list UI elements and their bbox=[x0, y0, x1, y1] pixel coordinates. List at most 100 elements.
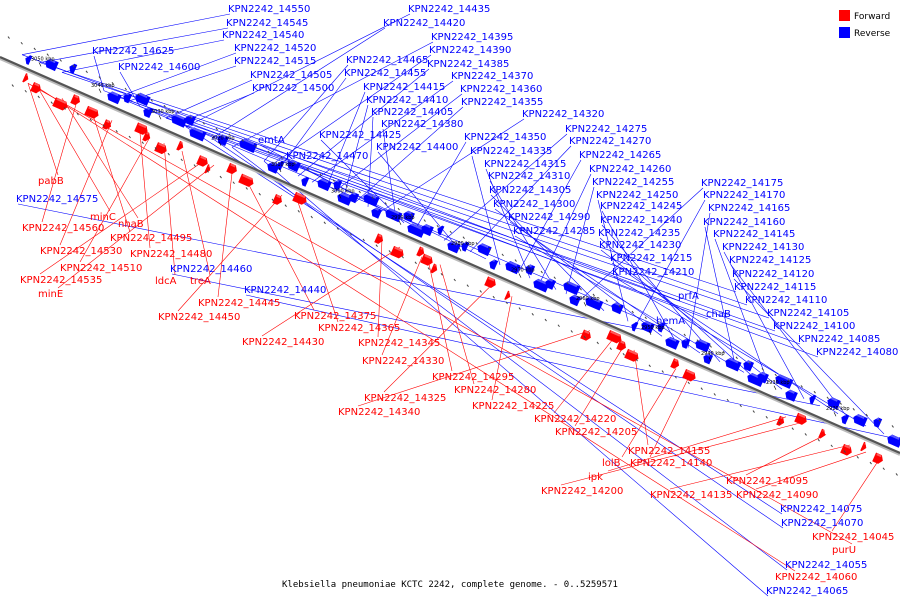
gene-leader bbox=[325, 91, 366, 189]
minor-tick bbox=[882, 467, 885, 471]
gene-label-kpn2242-14415: KPN2242_14415 bbox=[363, 82, 445, 93]
gene-label-kpn2242-14495: KPN2242_14495 bbox=[110, 233, 192, 244]
gene-arrow-highlight bbox=[844, 444, 851, 449]
gene-label-kpn2242-14270: KPN2242_14270 bbox=[569, 136, 651, 147]
scale-tick-mark bbox=[708, 357, 712, 362]
gene-arrow bbox=[665, 336, 680, 350]
gene-arrow-highlight bbox=[109, 90, 119, 97]
minor-tick bbox=[271, 198, 274, 202]
gene-arrow-highlight bbox=[191, 126, 204, 134]
minor-tick bbox=[436, 224, 439, 228]
minor-tick bbox=[830, 444, 833, 448]
minor-tick bbox=[635, 358, 638, 362]
gene-label-kpn2242-14060: KPN2242_14060 bbox=[775, 572, 857, 583]
minor-tick bbox=[180, 158, 183, 162]
gene-arrow-highlight bbox=[620, 340, 625, 345]
gene-leader bbox=[635, 199, 706, 325]
gene-feature-kpn2242-14160 bbox=[743, 359, 755, 372]
gene-leader bbox=[39, 27, 229, 63]
gene-arrow bbox=[185, 114, 197, 127]
gene-label-ldca: ldcA bbox=[155, 276, 177, 287]
scale-tick-label: 2930 kbp bbox=[766, 380, 790, 386]
minor-tick bbox=[531, 313, 534, 316]
gene-feature-kpn2242-14320 bbox=[385, 207, 403, 223]
minor-tick bbox=[544, 318, 547, 322]
gene-leader bbox=[443, 133, 568, 241]
gene-leader bbox=[597, 199, 629, 322]
gene-feature-kpn2242-14170 bbox=[641, 320, 655, 334]
gene-arrow-highlight bbox=[463, 241, 467, 244]
gene-arrow bbox=[416, 246, 425, 257]
gene-feature-kpn2242-14045 bbox=[872, 452, 883, 464]
gene-feature-kpn2242-14340 bbox=[580, 329, 591, 341]
minor-tick bbox=[843, 450, 846, 453]
gene-leader bbox=[355, 106, 464, 202]
gene-label-kpn2242-14440: KPN2242_14440 bbox=[244, 285, 326, 296]
gene-feature-kpn2242-14375 bbox=[238, 173, 254, 187]
gene-label-kpn2242-14065: KPN2242_14065 bbox=[766, 586, 848, 597]
minor-tick bbox=[362, 238, 365, 242]
legend-forward-label: Forward bbox=[854, 12, 890, 22]
gene-arrow bbox=[887, 434, 900, 448]
gene-arrow-highlight bbox=[683, 337, 688, 341]
gene-arrow bbox=[872, 452, 883, 464]
minor-tick bbox=[228, 133, 231, 137]
gene-feature-kpn2242-14135 bbox=[840, 443, 852, 456]
minor-tick bbox=[609, 347, 612, 350]
gene-arrow bbox=[606, 330, 622, 344]
minor-tick bbox=[713, 393, 716, 396]
minor-tick bbox=[349, 232, 352, 236]
gene-feature-kpn2242-14510 bbox=[142, 131, 151, 142]
gene-leader bbox=[27, 83, 59, 176]
gene-label-kpn2242-14140: KPN2242_14140 bbox=[630, 458, 712, 469]
scale-tick-label: 3020 kbp bbox=[211, 136, 235, 142]
minor-tick bbox=[202, 122, 205, 125]
minor-tick bbox=[167, 152, 170, 156]
minor-tick bbox=[323, 221, 326, 225]
minor-tick bbox=[505, 301, 508, 305]
gene-feature-kpn2242-14400 bbox=[461, 241, 470, 252]
gene-arrow-highlight bbox=[230, 163, 236, 168]
gene-arrow bbox=[84, 105, 99, 119]
minor-tick bbox=[527, 265, 530, 268]
gene-label-kpn2242-14255: KPN2242_14255 bbox=[592, 177, 674, 188]
gene-label-kpn2242-14540: KPN2242_14540 bbox=[222, 30, 304, 41]
gene-feature-nhab bbox=[52, 97, 68, 111]
minor-tick bbox=[826, 396, 829, 400]
minor-tick bbox=[63, 107, 66, 110]
gene-arrow bbox=[827, 397, 841, 410]
gene-arrow-highlight bbox=[875, 416, 880, 420]
gene-feature-kpn2242-14145 bbox=[775, 373, 794, 389]
minor-tick bbox=[128, 135, 131, 139]
gene-label-kpn2242-14330: KPN2242_14330 bbox=[362, 356, 444, 367]
gene-feature-minc bbox=[30, 82, 41, 94]
minor-tick bbox=[423, 219, 426, 222]
gene-feature-kpn2242-14460 bbox=[827, 396, 841, 410]
minor-tick bbox=[557, 324, 560, 328]
minor-tick bbox=[85, 70, 88, 74]
gene-feature-kpn2242-14175 bbox=[585, 295, 604, 311]
minor-tick bbox=[388, 250, 391, 253]
gene-leader bbox=[211, 27, 386, 139]
gene-label-minc: minC bbox=[90, 212, 116, 223]
scale-tick-label: 2970 kbp bbox=[511, 268, 535, 274]
gene-label-kpn2242-14250: KPN2242_14250 bbox=[596, 190, 678, 201]
scale-tick-label: 3040 kbp bbox=[91, 83, 115, 89]
gene-leader bbox=[649, 374, 691, 458]
gene-label-kpn2242-14230: KPN2242_14230 bbox=[599, 240, 681, 251]
gene-label-hema: hemA bbox=[656, 316, 685, 327]
gene-feature-kpn2242-14250 bbox=[631, 321, 639, 332]
gene-label-pabb: pabB bbox=[38, 176, 64, 187]
gene-feature-pabb bbox=[22, 73, 29, 83]
gene-leader bbox=[377, 151, 457, 246]
gene-arrow bbox=[725, 357, 742, 372]
gene-feature-kpn2242-14295 bbox=[420, 253, 433, 266]
gene-feature-kpn2242-14125 bbox=[853, 413, 868, 427]
gene-arrow-highlight bbox=[26, 73, 29, 77]
gene-arrow-highlight bbox=[319, 177, 329, 184]
gene-leader bbox=[415, 141, 467, 229]
minor-tick bbox=[570, 330, 573, 333]
gene-label-kpn2242-14600: KPN2242_14600 bbox=[118, 62, 200, 73]
gene-arrow-highlight bbox=[811, 394, 814, 397]
